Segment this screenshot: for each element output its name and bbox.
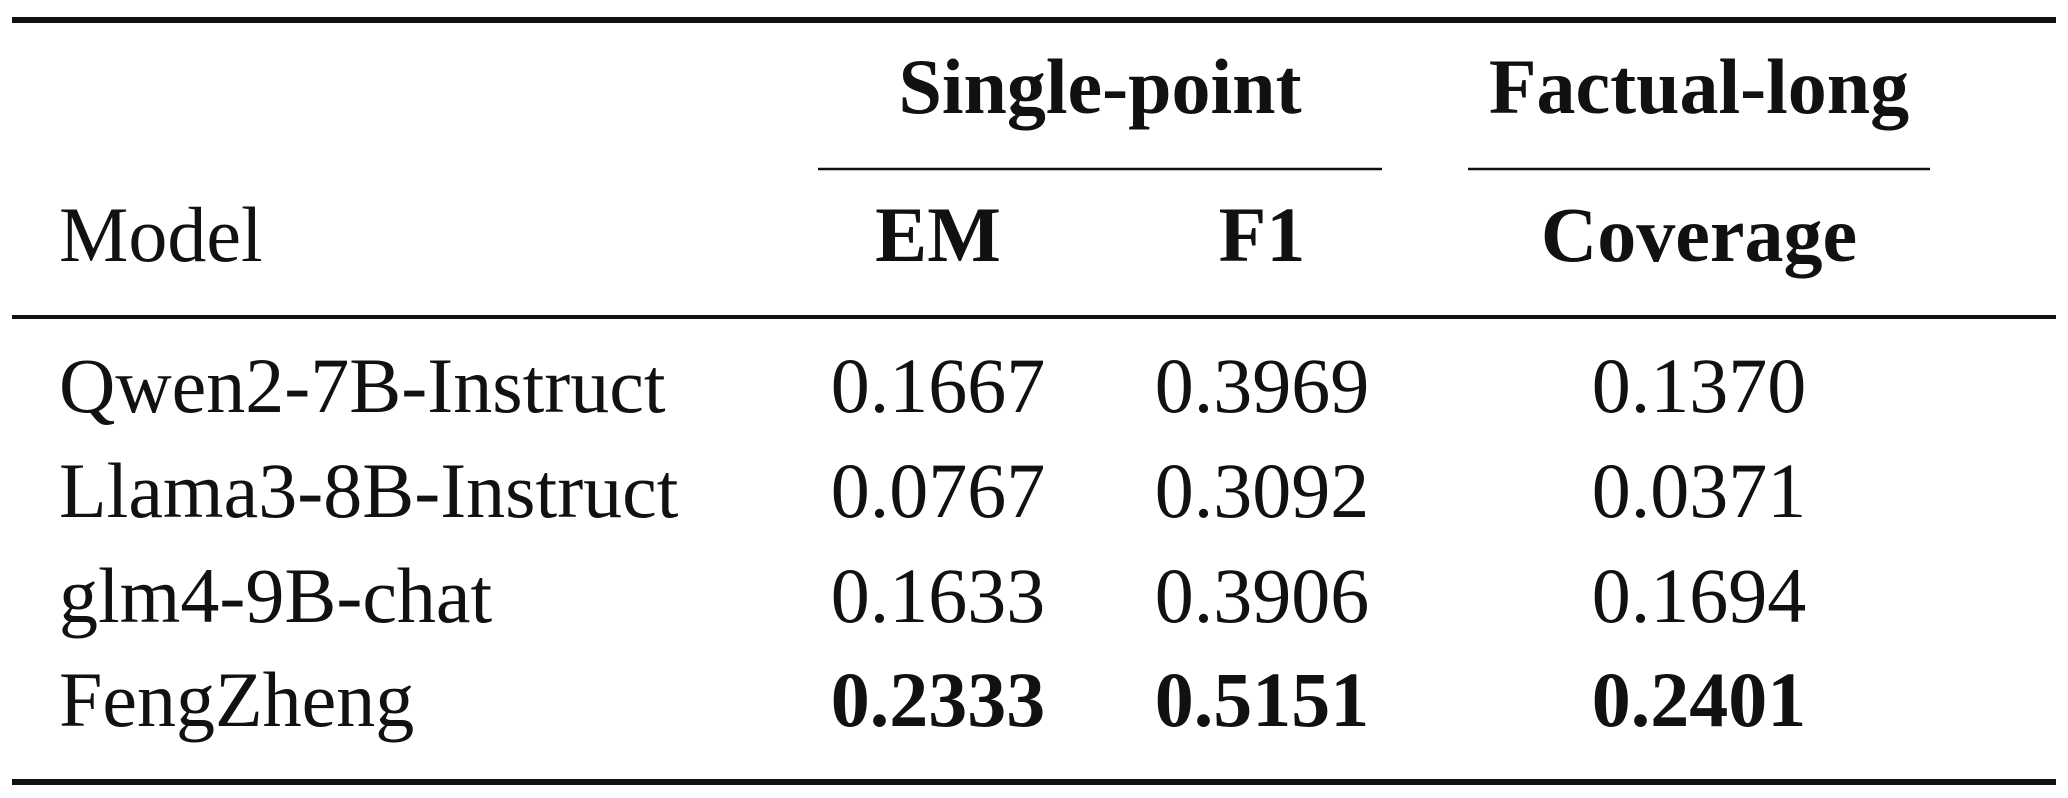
column-header: Model: [59, 191, 263, 278]
score: 0.1633: [831, 552, 1046, 639]
score: 0.3092: [1155, 447, 1370, 534]
score: 0.2401: [1592, 656, 1807, 743]
score: 0.3969: [1155, 342, 1370, 429]
score: 0.0767: [831, 447, 1046, 534]
column-header: EM: [875, 191, 1001, 278]
model-name: glm4-9B-chat: [59, 552, 493, 639]
model-name: FengZheng: [59, 656, 414, 743]
score: 0.5151: [1155, 656, 1370, 743]
column-header: Coverage: [1541, 191, 1857, 278]
model-name: Qwen2-7B-Instruct: [59, 342, 666, 429]
score: 0.1694: [1592, 552, 1807, 639]
group-header: Single-point: [898, 43, 1301, 130]
column-header: F1: [1219, 191, 1306, 278]
score: 0.1667: [831, 342, 1046, 429]
score: 0.0371: [1592, 447, 1807, 534]
score: 0.3906: [1155, 552, 1370, 639]
model-name: Llama3-8B-Instruct: [59, 447, 679, 534]
group-header: Factual-long: [1489, 43, 1909, 130]
score: 0.2333: [831, 656, 1046, 743]
score: 0.1370: [1592, 342, 1807, 429]
